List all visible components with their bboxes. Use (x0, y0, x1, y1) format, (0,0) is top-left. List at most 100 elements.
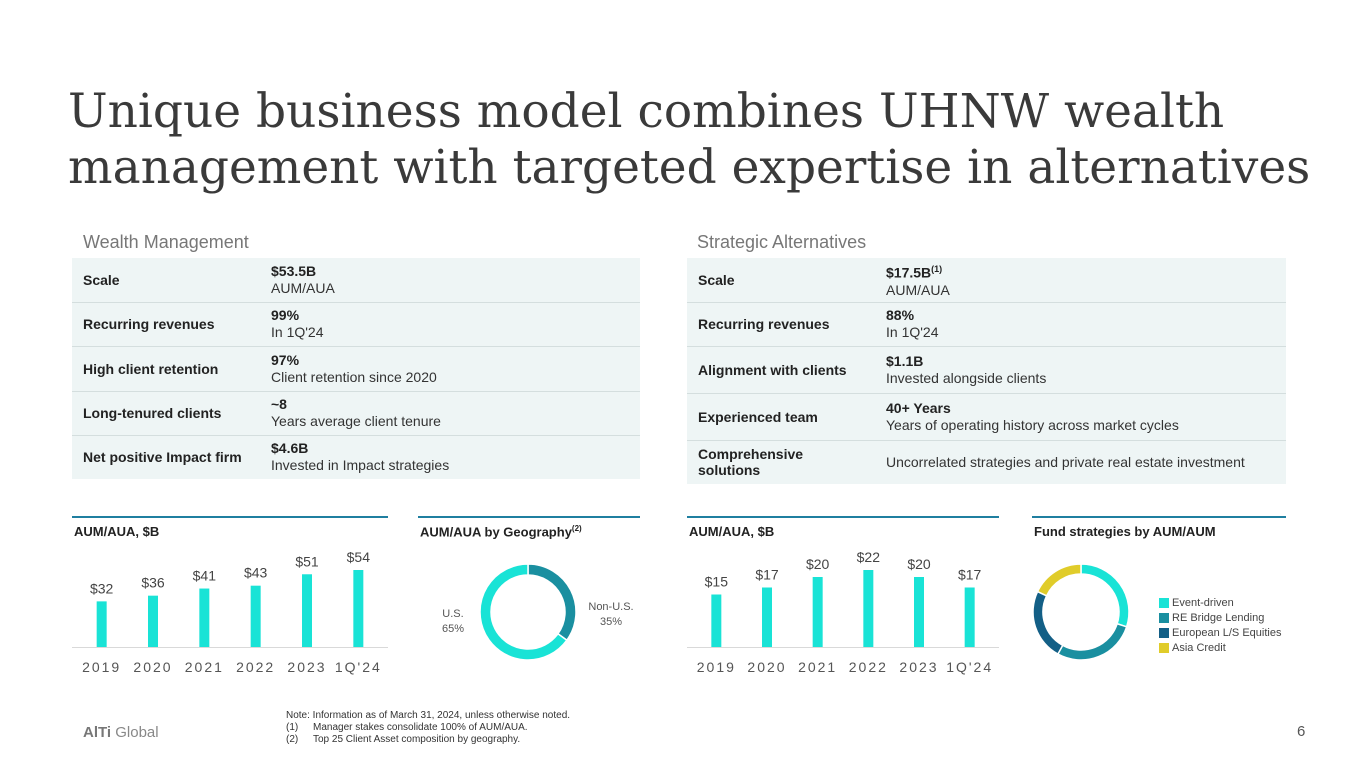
kpi-label: Long-tenured clients (72, 391, 260, 436)
wealth-heading: Wealth Management (83, 232, 249, 252)
kpi-value: 97% (271, 351, 300, 368)
donut-slice (1036, 563, 1082, 597)
kpi-label: Recurring revenues (72, 302, 260, 347)
chart-title: AUM/AUA by Geography(2) (420, 524, 582, 539)
note-line: Note: Information as of March 31, 2024, … (286, 710, 571, 721)
section-rule (72, 516, 388, 518)
legend-swatch (1159, 612, 1169, 623)
slice-value-label: 65% (442, 623, 464, 635)
kpi-value: $4.6B (271, 440, 309, 457)
table-row: High client retention 97% Client retentio… (72, 346, 640, 392)
data-label: $51 (295, 553, 319, 569)
kpi-value: $17.5B(1) (886, 261, 1275, 282)
donut-chart-svg: Non-U.S. 35% U.S. 65% (442, 563, 634, 661)
page-number: 6 (1297, 723, 1306, 740)
bar (863, 570, 874, 647)
kpi-value: 40+ Years (886, 399, 951, 416)
x-tick-label: 2020 (133, 659, 172, 675)
bar (353, 570, 364, 647)
x-tick-label: 1Q'24 (335, 659, 382, 675)
footnote-row: (1) Manager stakes consolidate 100% of AU… (286, 722, 570, 734)
kpi-value-cell: ~8 Years average client tenure (260, 391, 640, 436)
bar (914, 577, 924, 647)
kpi-value: $1.1B (886, 352, 924, 369)
data-label: $17 (958, 567, 982, 583)
footnote-text: Manager stakes consolidate 100% of AUM/A… (313, 722, 528, 733)
kpi-value: ~8 (271, 396, 287, 412)
kpi-label: Net positive Impact firm (83, 449, 242, 466)
slice-value-label: 35% (600, 616, 622, 628)
kpi-value-cell: 99% In 1Q'24 (260, 302, 640, 347)
kpi-subtext: Uncorrelated strategies and private real… (886, 453, 1245, 470)
kpi-value-text: $17.5B (886, 264, 932, 281)
legend-item: European L/S Equities (1159, 625, 1281, 640)
chart-legend: Event-driven RE Bridge Lending European … (1159, 595, 1281, 655)
data-label: $54 (347, 549, 371, 565)
x-tick-label: 2023 (287, 659, 326, 675)
kpi-value: 99% (271, 307, 300, 323)
alternatives-aum-bar-chart: AUM/AUA, $B $15 2019 $17 2020 $20 2021 $22 2022… (687, 516, 999, 686)
alternatives-heading: Strategic Alternatives (697, 232, 867, 252)
x-tick-label: 2020 (747, 659, 786, 675)
table-row: Scale $17.5B(1) AUM/AUA (687, 258, 1286, 303)
kpi-value-cell: 88% In 1Q'24 (875, 302, 1286, 347)
legend-label: Event-driven (1172, 596, 1234, 609)
kpi-subtext: AUM/AUA (271, 279, 335, 296)
kpi-subtext: AUM/AUA (886, 281, 950, 298)
donut-chart-svg (1032, 563, 1130, 661)
table-row: Alignment with clients $1.1B Invested alo… (687, 346, 1286, 394)
table-row: Comprehensive solutions Uncorrelated str… (687, 440, 1286, 484)
kpi-label: Scale (687, 258, 875, 303)
x-tick-label: 2021 (185, 659, 224, 675)
table-row: Experienced team 40+ Years Years of opera… (687, 393, 1286, 441)
x-tick-label: 2019 (697, 659, 736, 675)
data-label: $20 (806, 556, 830, 572)
bar (762, 587, 772, 647)
slice-label: U.S. (442, 608, 463, 620)
kpi-subtext: In 1Q'24 (271, 324, 324, 340)
footnote-number: (1) (286, 722, 299, 733)
kpi-label: Scale (72, 258, 260, 303)
kpi-label: Alignment with clients (687, 346, 875, 394)
chart-title: AUM/AUA, $B (689, 524, 775, 539)
x-tick-label: 2021 (798, 659, 837, 675)
bar (812, 577, 823, 647)
data-label: $36 (141, 575, 165, 591)
chart-title-text: AUM/AUA by Geography (420, 524, 572, 540)
legend-swatch (1159, 627, 1169, 638)
section-rule (418, 516, 640, 518)
legend-item: Event-driven (1159, 595, 1281, 610)
kpi-value: $53.5B (271, 262, 317, 279)
kpi-label: Recurring revenues (687, 302, 875, 347)
kpi-subtext: Invested in Impact strategies (271, 457, 450, 474)
kpi-value: 88% (886, 307, 915, 323)
x-tick-label: 2023 (899, 659, 938, 675)
bar (302, 574, 312, 647)
table-row: Recurring revenues 88% In 1Q'24 (687, 302, 1286, 347)
kpi-label: High client retention (72, 346, 260, 392)
kpi-value-cell: $17.5B(1) AUM/AUA (875, 258, 1286, 303)
section-rule (687, 516, 999, 518)
bar-chart-svg: $32 2019 $36 2020 $41 2021 $43 2022 $51 2023 $54 1Q… (72, 549, 388, 675)
logo-rest: Global (111, 724, 159, 741)
data-label: $22 (857, 549, 881, 565)
wealth-kpi-table: Scale $53.5B AUM/AUA Recurring revenues 9… (72, 258, 640, 479)
bar (711, 594, 722, 647)
data-label: $15 (705, 574, 729, 590)
alternatives-kpi-table: Scale $17.5B(1) AUM/AUA Recurring revenue… (687, 258, 1286, 484)
legend-item: Asia Credit (1159, 640, 1281, 655)
donut-slice (1080, 563, 1130, 628)
table-row: Net positive Impact firm $4.6B Invested i… (72, 435, 640, 479)
table-row: Scale $53.5B AUM/AUA (72, 258, 640, 303)
footnote-row: (2) Top 25 Client Asset composition by ge… (286, 734, 570, 746)
x-tick-label: 2022 (849, 659, 888, 675)
footnote-marker: (1) (931, 263, 943, 274)
donut-slice (1056, 622, 1128, 661)
chart-title: Fund strategies by AUM/AUM (1034, 524, 1216, 539)
table-row: Long-tenured clients ~8 Years average cli… (72, 391, 640, 436)
wealth-aum-bar-chart: AUM/AUA, $B $32 2019 $36 2020 $41 2021 $43 2022… (72, 516, 388, 686)
kpi-label: Comprehensive solutions (698, 446, 804, 479)
bar (964, 587, 975, 647)
footnote-marker: (2) (571, 524, 582, 533)
page-title: Unique business model combines UHNW weal… (68, 84, 1311, 195)
